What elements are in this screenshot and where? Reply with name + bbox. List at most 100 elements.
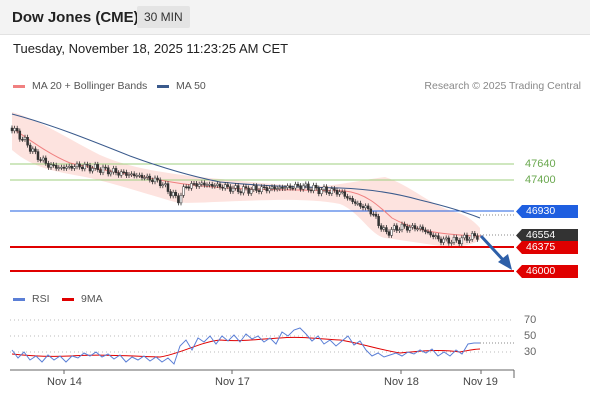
- candle-body: [135, 175, 139, 177]
- candle-body: [356, 202, 360, 205]
- candle-body: [346, 196, 349, 199]
- candle-body: [392, 225, 396, 230]
- x-label-nov17: Nov 17: [215, 376, 250, 388]
- candle-body: [96, 164, 100, 171]
- candle-body: [408, 226, 412, 231]
- candle-body: [62, 166, 66, 169]
- candle-body: [171, 192, 175, 197]
- candle-body: [101, 166, 105, 173]
- candle-body: [281, 186, 284, 189]
- candle-body: [374, 213, 378, 217]
- level-label-r1: 47400: [525, 174, 556, 186]
- rsi-swatch: [13, 297, 25, 301]
- candle-body: [424, 229, 427, 232]
- candle-body: [192, 183, 196, 185]
- candle-body: [213, 185, 217, 187]
- candle-body: [93, 164, 97, 169]
- candle-body: [400, 223, 404, 230]
- candle-body: [247, 187, 250, 194]
- candle-body: [86, 164, 89, 166]
- candle-body: [338, 191, 341, 195]
- candle-body: [413, 225, 417, 230]
- support-tag-2: 46000: [516, 265, 578, 278]
- candle-body: [299, 185, 302, 190]
- rsi-tick-30: 30: [524, 346, 537, 358]
- candle-body: [385, 227, 388, 232]
- legend-ma20: MA 20 + Bollinger Bands: [13, 80, 147, 92]
- candle-body: [47, 163, 50, 168]
- legend-9ma-label: 9MA: [81, 293, 103, 305]
- candle-body: [54, 164, 58, 169]
- legend-ma20-label: MA 20 + Bollinger Bands: [32, 80, 148, 92]
- candle-body: [109, 171, 113, 175]
- legend-rsi-label: RSI: [32, 293, 50, 305]
- candle-body: [452, 237, 456, 243]
- candle-body: [255, 185, 258, 191]
- candle-body: [44, 157, 48, 164]
- candle-body: [161, 184, 165, 187]
- candle-body: [470, 233, 474, 240]
- candle-body: [151, 179, 154, 183]
- candle-body: [127, 174, 131, 176]
- chart-header: Dow Jones (CME) 30 MIN: [0, 0, 590, 35]
- ma50-swatch: [157, 84, 169, 88]
- candle-body: [369, 208, 373, 215]
- candle-body: [343, 191, 347, 197]
- ma50-line: [11, 113, 481, 219]
- candle-body: [296, 183, 300, 186]
- forecast-arrow-shaft: [479, 234, 507, 264]
- candle-body: [431, 234, 435, 238]
- candle-body: [132, 173, 136, 177]
- candle-body: [366, 205, 370, 210]
- candle-body: [200, 182, 204, 185]
- candle-body: [156, 177, 159, 181]
- candle-body: [262, 186, 266, 189]
- candle-body: [348, 197, 352, 200]
- candle-body: [405, 225, 409, 231]
- candle-body: [169, 191, 172, 197]
- candle-body: [460, 237, 464, 245]
- legend-9ma: 9MA: [62, 293, 103, 305]
- candle-body: [216, 183, 219, 186]
- candle-body: [437, 235, 440, 240]
- candle-body: [52, 164, 55, 166]
- candle-body: [34, 148, 37, 152]
- candle-body: [257, 190, 261, 192]
- candle-body: [57, 167, 61, 169]
- candle-body: [234, 185, 237, 189]
- candle-body: [143, 177, 146, 179]
- candle-body: [80, 166, 84, 170]
- candle-body: [273, 186, 276, 190]
- candle-body: [78, 163, 81, 168]
- candle-body: [434, 235, 438, 238]
- candle-body: [312, 185, 315, 192]
- candle-body: [268, 188, 271, 192]
- candle-body: [286, 185, 289, 188]
- candle-body: [125, 172, 128, 176]
- candle-body: [359, 202, 362, 207]
- support-tag-1: 46375: [516, 241, 578, 254]
- candle-body: [166, 183, 170, 192]
- candle-body: [455, 237, 458, 241]
- candle-body: [439, 238, 443, 243]
- candle-body: [99, 169, 102, 173]
- candle-body: [75, 163, 79, 168]
- candle-body: [229, 186, 232, 192]
- candle-body: [447, 237, 451, 244]
- pivot-tag: 46930: [516, 205, 578, 218]
- candle-body: [104, 166, 107, 169]
- candle-body: [41, 157, 45, 161]
- candle-body: [314, 185, 318, 189]
- candle-body: [174, 192, 178, 196]
- candle-body: [353, 201, 357, 204]
- candle-body: [13, 128, 16, 132]
- candle-body: [416, 228, 419, 231]
- candle-body: [291, 187, 295, 190]
- candle-body: [119, 171, 123, 176]
- candle-body: [145, 175, 149, 178]
- candle-body: [60, 166, 63, 169]
- timeframe-badge[interactable]: 30 MIN: [137, 6, 190, 28]
- candle-body: [304, 183, 308, 187]
- candle-body: [205, 184, 209, 187]
- candle-body: [398, 229, 401, 231]
